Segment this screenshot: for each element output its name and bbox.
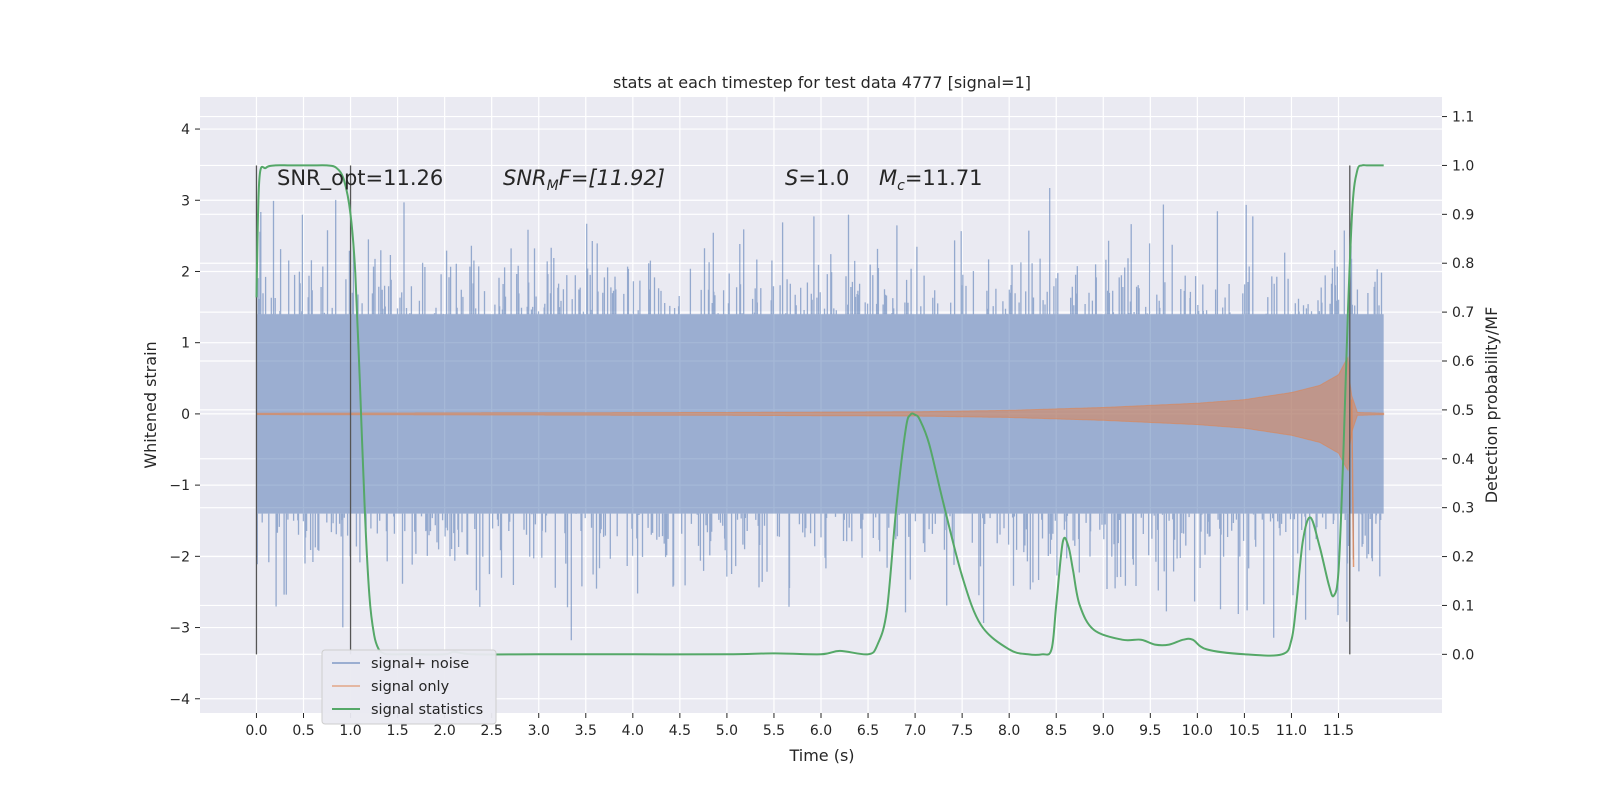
y-left-tick-label: −3 [169,621,190,637]
y-right-tick-label: 1.1 [1452,110,1474,126]
x-tick-label: 5.5 [763,723,785,739]
signal-chirp [256,356,1385,472]
x-tick-label: 10.5 [1229,723,1260,739]
y-right-tick-label: 0.2 [1452,550,1474,566]
series-signal-only [256,356,1385,568]
legend-label-noise: signal+ noise [371,656,469,672]
legend-label-stats: signal statistics [371,702,483,718]
x-tick-label: 9.5 [1139,723,1161,739]
y-right-axis-label: Detection probability/MF [1482,307,1501,504]
y-left-axis-label: Whitened strain [141,341,160,468]
x-tick-label: 0.5 [292,723,314,739]
x-tick-label: 9.0 [1092,723,1114,739]
x-tick-label: 10.0 [1182,723,1213,739]
x-tick-label: 3.0 [528,723,550,739]
x-tick-label: 2.0 [434,723,456,739]
x-axis-label: Time (s) [788,746,854,765]
annotation-snr-mf: SNRMF=[11.92] [503,166,665,194]
y-left-tick-label: −1 [169,478,190,494]
x-tick-label: 11.0 [1276,723,1307,739]
y-right-tick-label: 0.4 [1452,452,1474,468]
x-tick-label: 6.0 [810,723,832,739]
y-left-tick-label: 3 [181,193,190,209]
y-right-tick-label: 0.6 [1452,354,1474,370]
y-right-tick-label: 0.9 [1452,207,1474,223]
x-tick-label: 2.5 [481,723,503,739]
legend: signal+ noise signal only signal statist… [321,649,497,725]
annotation-snr-opt: SNR_opt=11.26 [277,166,443,191]
annotation-s: S=1.0 [785,166,849,190]
x-tick-label: 8.5 [1045,723,1067,739]
x-tick-label: 4.5 [669,723,691,739]
y-right-tick-label: 0.5 [1452,403,1474,419]
y-right-tick-label: 0.3 [1452,501,1474,517]
y-right-axis-ticks: 1.1 1.0 0.9 0.8 0.7 0.6 0.5 0.4 0.3 0.2 0.1 0.0 [1442,110,1474,663]
legend-label-signal: signal only [371,679,450,695]
y-right-tick-label: 0.7 [1452,305,1474,321]
y-right-tick-label: 0.8 [1452,256,1474,272]
x-tick-label: 1.0 [339,723,361,739]
x-tick-label: 11.5 [1323,723,1354,739]
legend-box [321,649,497,725]
x-tick-label: 6.5 [857,723,879,739]
y-right-tick-label: 0.1 [1452,598,1474,614]
x-tick-label: 7.0 [904,723,926,739]
chart-title: stats at each timestep for test data 477… [613,73,1031,92]
x-tick-label: 3.5 [575,723,597,739]
x-tick-label: 8.0 [998,723,1020,739]
x-tick-label: 1.5 [386,723,408,739]
y-right-tick-label: 0.0 [1452,647,1474,663]
y-left-tick-label: 2 [181,264,190,280]
annotation-mc: Mc=11.71 [879,166,983,194]
series-signal-statistics [255,164,1384,657]
x-tick-label: 5.0 [716,723,738,739]
y-right-tick-label: 1.0 [1452,158,1474,174]
y-left-tick-label: −2 [169,549,190,565]
y-left-axis-ticks: 4 3 2 1 0 −1 −2 −3 −4 [169,122,200,708]
y-left-tick-label: 4 [181,122,190,138]
x-axis-ticks: 0.0 0.5 1.0 1.5 2.0 2.5 3.0 3.5 4.0 4.5 5.0 5.5 6.0 6… [245,713,1354,739]
signal-merger-spike [1350,399,1355,568]
x-tick-label: 7.5 [951,723,973,739]
y-left-tick-label: −4 [169,692,190,708]
x-tick-label: 0.0 [245,723,267,739]
noise-spikes [256,188,1383,641]
signal-statistics-line [255,164,1384,657]
y-left-tick-label: 1 [181,336,190,352]
y-left-tick-label: 0 [181,407,190,423]
x-tick-label: 4.0 [622,723,644,739]
